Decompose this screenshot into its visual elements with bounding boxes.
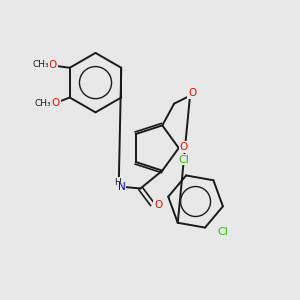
Text: O: O [180,142,188,152]
Text: CH₃: CH₃ [35,99,51,108]
Text: O: O [52,98,60,108]
Text: CH₃: CH₃ [33,60,50,69]
Text: O: O [49,60,57,70]
Text: O: O [154,200,163,210]
Text: H: H [114,178,121,187]
Text: Cl: Cl [218,226,228,236]
Text: N: N [118,182,126,193]
Text: Cl: Cl [179,154,190,165]
Text: O: O [188,88,196,98]
